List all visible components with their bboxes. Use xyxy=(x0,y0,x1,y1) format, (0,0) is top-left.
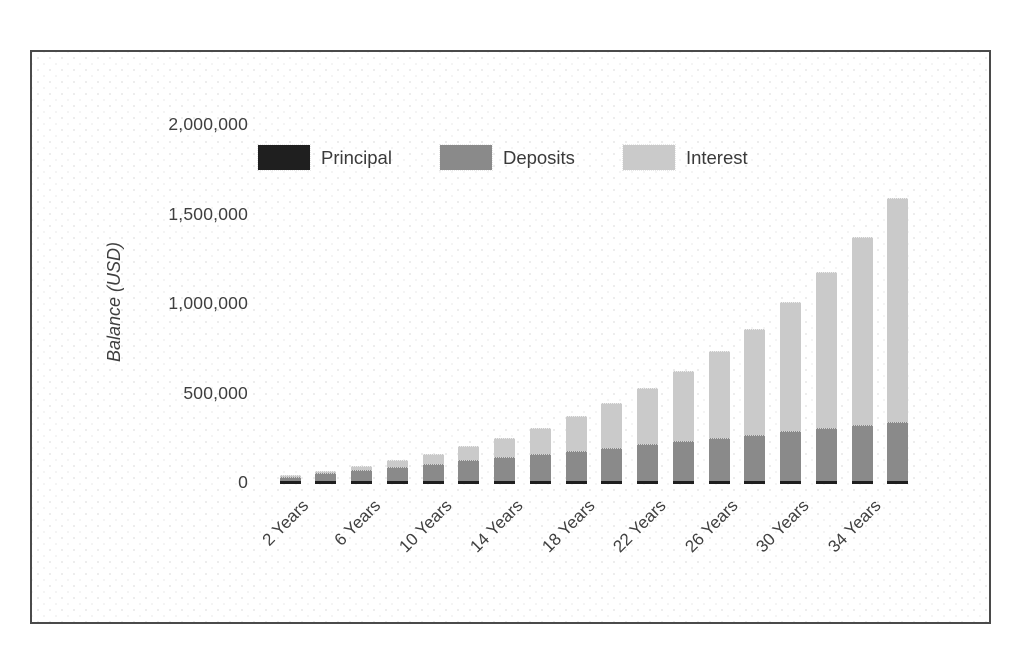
stacked-bar-30-years xyxy=(780,302,802,484)
x-tick-label: 30 Years xyxy=(752,496,814,557)
deposits-segment xyxy=(422,463,444,481)
stacked-bar-2-years xyxy=(279,475,301,484)
deposits-segment xyxy=(315,473,337,481)
x-tick-label: 22 Years xyxy=(609,496,671,557)
stacked-bar-10-years xyxy=(422,453,444,484)
x-tick-label: 2 Years xyxy=(258,496,313,550)
x-tick-label: 6 Years xyxy=(330,496,384,550)
interest-segment xyxy=(601,403,623,448)
deposits-segment xyxy=(815,428,837,481)
deposits-segment xyxy=(565,450,587,481)
legend-label: Interest xyxy=(685,146,748,168)
principal-segment xyxy=(637,480,659,484)
principal-segment xyxy=(744,480,766,484)
stacked-bar-18-years xyxy=(565,416,587,484)
y-tick-label: 1,000,000 xyxy=(168,293,248,313)
stacked-bar-26-years xyxy=(708,351,730,484)
principal-segment xyxy=(351,480,373,484)
x-tick-label: 34 Years xyxy=(824,496,885,557)
interest-segment xyxy=(672,371,694,442)
x-tick-label: 10 Years xyxy=(395,496,456,557)
y-tick-label: 2,000,000 xyxy=(168,114,248,134)
stacked-bar-20-years xyxy=(601,403,623,484)
y-tick-label: 500,000 xyxy=(183,382,248,403)
interest-segment xyxy=(780,302,802,432)
principal-segment xyxy=(851,480,873,484)
interest-segment xyxy=(494,437,516,458)
interest-segment xyxy=(529,427,551,454)
deposits-segment xyxy=(494,457,516,481)
interest-segment xyxy=(887,197,909,422)
deposits-segment xyxy=(851,425,873,481)
legend-item-deposits: Deposits xyxy=(438,144,575,171)
x-tick-label: 14 Years xyxy=(466,496,527,557)
principal-segment xyxy=(672,480,694,484)
interest-segment xyxy=(851,237,873,425)
stacked-bar-8-years xyxy=(386,460,408,484)
stacked-bar-16-years xyxy=(529,427,551,484)
deposits-segment xyxy=(887,421,909,481)
deposits-segment xyxy=(780,431,802,481)
principal-segment xyxy=(279,480,301,484)
interest-segment xyxy=(422,453,444,464)
deposits-segment xyxy=(458,460,480,481)
interest-segment xyxy=(315,470,337,474)
legend-swatch-interest xyxy=(621,144,676,171)
stacked-bar-22-years xyxy=(637,388,659,484)
principal-segment xyxy=(780,480,802,484)
principal-segment xyxy=(565,480,587,484)
stacked-bar-36-years xyxy=(887,197,909,484)
stacked-bar-6-years xyxy=(351,465,373,484)
principal-segment xyxy=(494,480,516,484)
deposits-segment xyxy=(529,454,551,481)
y-tick-label: 1,500,000 xyxy=(168,203,248,224)
principal-segment xyxy=(708,480,730,484)
interest-segment xyxy=(386,460,408,467)
interest-segment xyxy=(637,388,659,445)
y-tick-label: 0 xyxy=(238,472,248,492)
legend-label: Principal xyxy=(321,146,392,168)
deposits-segment xyxy=(351,470,373,481)
deposits-segment xyxy=(637,444,659,481)
interest-segment xyxy=(565,416,587,451)
stacked-bar-14-years xyxy=(494,437,516,484)
chart-frame: Balance (USD) 0 500,000 1,000,000 1,500,000… xyxy=(30,50,991,624)
interest-segment xyxy=(279,475,301,477)
legend-swatch-principal xyxy=(257,144,311,171)
deposits-segment xyxy=(386,466,408,481)
deposits-segment xyxy=(744,434,766,481)
interest-segment xyxy=(815,272,837,429)
principal-segment xyxy=(529,480,551,484)
stacked-bar-34-years xyxy=(851,237,873,484)
principal-segment xyxy=(458,480,480,484)
legend-item-principal: Principal xyxy=(257,144,392,171)
stacked-bar-12-years xyxy=(458,446,480,484)
deposits-segment xyxy=(672,441,694,481)
x-tick-label: 26 Years xyxy=(681,496,742,557)
principal-segment xyxy=(601,480,623,484)
stacked-bar-32-years xyxy=(815,272,837,484)
x-tick-label: 18 Years xyxy=(538,496,599,557)
stacked-bar-4-years xyxy=(315,470,337,484)
principal-segment xyxy=(815,480,837,484)
legend-item-interest: Interest xyxy=(621,144,748,171)
deposits-segment xyxy=(601,447,623,481)
legend: Principal Deposits Interest xyxy=(257,144,748,171)
principal-segment xyxy=(315,480,337,484)
deposits-segment xyxy=(279,476,301,481)
interest-segment xyxy=(351,465,373,471)
legend-label: Deposits xyxy=(502,146,575,168)
stacked-bar-28-years xyxy=(744,328,766,484)
interest-segment xyxy=(708,351,730,438)
deposits-segment xyxy=(708,437,730,481)
principal-segment xyxy=(887,480,909,484)
legend-swatch-deposits xyxy=(438,144,493,171)
principal-segment xyxy=(422,480,444,484)
interest-segment xyxy=(458,446,480,461)
interest-segment xyxy=(744,328,766,435)
stacked-bar-24-years xyxy=(672,371,694,484)
principal-segment xyxy=(386,480,408,484)
